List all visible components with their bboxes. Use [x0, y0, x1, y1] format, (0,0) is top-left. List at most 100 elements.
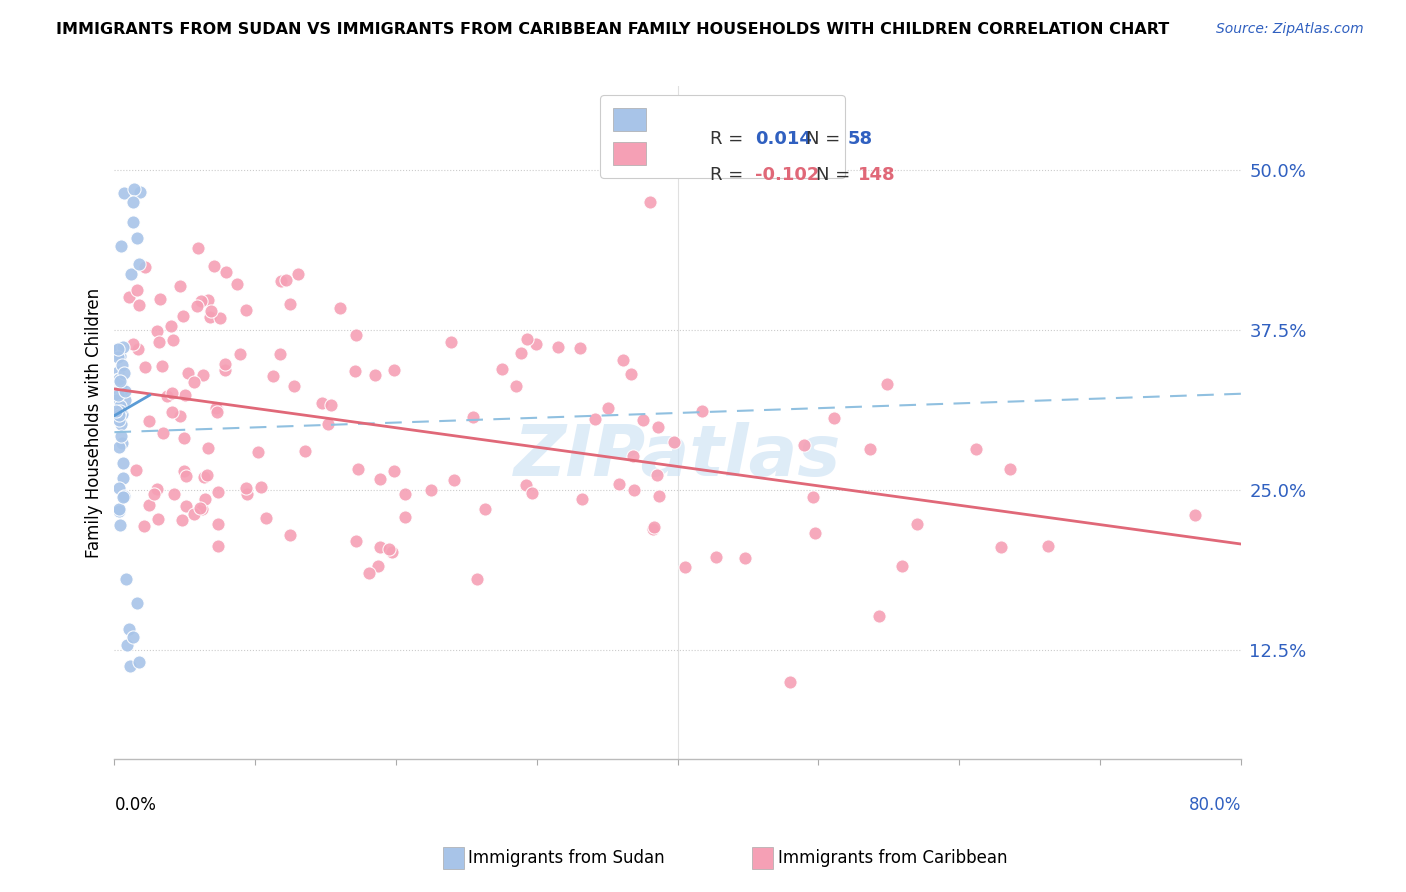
Point	[110, 517, 132, 532]
Point	[440, 334, 463, 349]
Text: IMMIGRANTS FROM SUDAN VS IMMIGRANTS FROM CARIBBEAN FAMILY HOUSEHOLDS WITH CHILDR: IMMIGRANTS FROM SUDAN VS IMMIGRANTS FROM…	[56, 22, 1170, 37]
Point	[125, 283, 148, 297]
Point	[107, 382, 129, 396]
Point	[647, 419, 669, 434]
Y-axis label: Family Households with Children: Family Households with Children	[86, 287, 103, 558]
Point	[110, 417, 132, 431]
Point	[311, 396, 333, 410]
Point	[197, 442, 219, 456]
Point	[200, 304, 222, 318]
Point	[876, 377, 898, 392]
Point	[108, 349, 131, 363]
Point	[108, 504, 131, 518]
Point	[643, 519, 665, 533]
Point	[174, 499, 197, 513]
Text: 80.0%: 80.0%	[1188, 796, 1241, 814]
Point	[254, 511, 277, 525]
Point	[262, 368, 284, 383]
Point	[128, 257, 150, 271]
Point	[620, 367, 643, 381]
Point	[146, 512, 169, 526]
Point	[110, 378, 132, 392]
Point	[419, 483, 441, 497]
Point	[207, 401, 229, 416]
Point	[214, 363, 236, 377]
Point	[142, 487, 165, 501]
Point	[868, 609, 890, 624]
Point	[111, 435, 134, 450]
Point	[965, 442, 987, 457]
Point	[381, 545, 404, 559]
Point	[160, 385, 183, 400]
Point	[804, 525, 827, 540]
Point	[779, 675, 801, 690]
Point	[225, 277, 247, 291]
Point	[673, 559, 696, 574]
Point	[174, 468, 197, 483]
Point	[105, 392, 128, 407]
Point	[631, 413, 654, 427]
Point	[990, 540, 1012, 554]
Text: 148: 148	[858, 167, 896, 185]
Point	[229, 346, 252, 360]
Point	[382, 464, 405, 478]
Point	[134, 359, 156, 374]
Point	[235, 481, 257, 495]
Point	[191, 368, 214, 383]
Point	[344, 364, 367, 378]
Point	[461, 409, 484, 424]
Point	[104, 408, 127, 422]
Point	[208, 311, 231, 326]
Point	[1184, 508, 1206, 522]
Point	[107, 365, 129, 379]
Point	[188, 501, 211, 516]
Point	[112, 489, 135, 503]
Point	[318, 417, 340, 431]
Point	[491, 361, 513, 376]
Point	[193, 470, 215, 484]
Point	[329, 301, 352, 316]
Point	[114, 384, 136, 398]
Point	[111, 490, 134, 504]
Point	[190, 502, 212, 516]
Text: 0.0%: 0.0%	[114, 796, 156, 814]
Point	[801, 491, 824, 505]
Point	[524, 336, 547, 351]
Text: R =: R =	[710, 167, 749, 185]
Point	[169, 409, 191, 423]
Point	[149, 292, 172, 306]
Point	[207, 540, 229, 554]
Point	[823, 411, 845, 425]
Point	[138, 498, 160, 512]
Point	[111, 456, 134, 470]
Point	[510, 346, 533, 360]
Point	[162, 487, 184, 501]
Point	[173, 388, 195, 402]
Point	[111, 383, 134, 397]
Text: R =: R =	[710, 130, 749, 148]
Point	[571, 491, 593, 506]
Point	[173, 465, 195, 479]
Point	[127, 596, 149, 610]
Point	[347, 462, 370, 476]
Point	[111, 471, 134, 485]
Point	[186, 299, 208, 313]
Point	[121, 214, 143, 228]
Point	[108, 374, 131, 388]
Point	[120, 658, 142, 673]
Point	[598, 401, 620, 415]
Point	[207, 485, 229, 500]
Point	[172, 513, 194, 527]
Point	[111, 340, 134, 354]
Point	[128, 655, 150, 669]
Text: Source: ZipAtlas.com: Source: ZipAtlas.com	[1216, 22, 1364, 37]
Point	[197, 293, 219, 307]
Text: Immigrants from Caribbean: Immigrants from Caribbean	[778, 849, 1007, 867]
Point	[134, 260, 156, 274]
Point	[110, 400, 132, 414]
Point	[183, 508, 205, 522]
Point	[138, 414, 160, 428]
Point	[105, 373, 128, 387]
Point	[108, 403, 131, 417]
Point	[235, 486, 257, 500]
